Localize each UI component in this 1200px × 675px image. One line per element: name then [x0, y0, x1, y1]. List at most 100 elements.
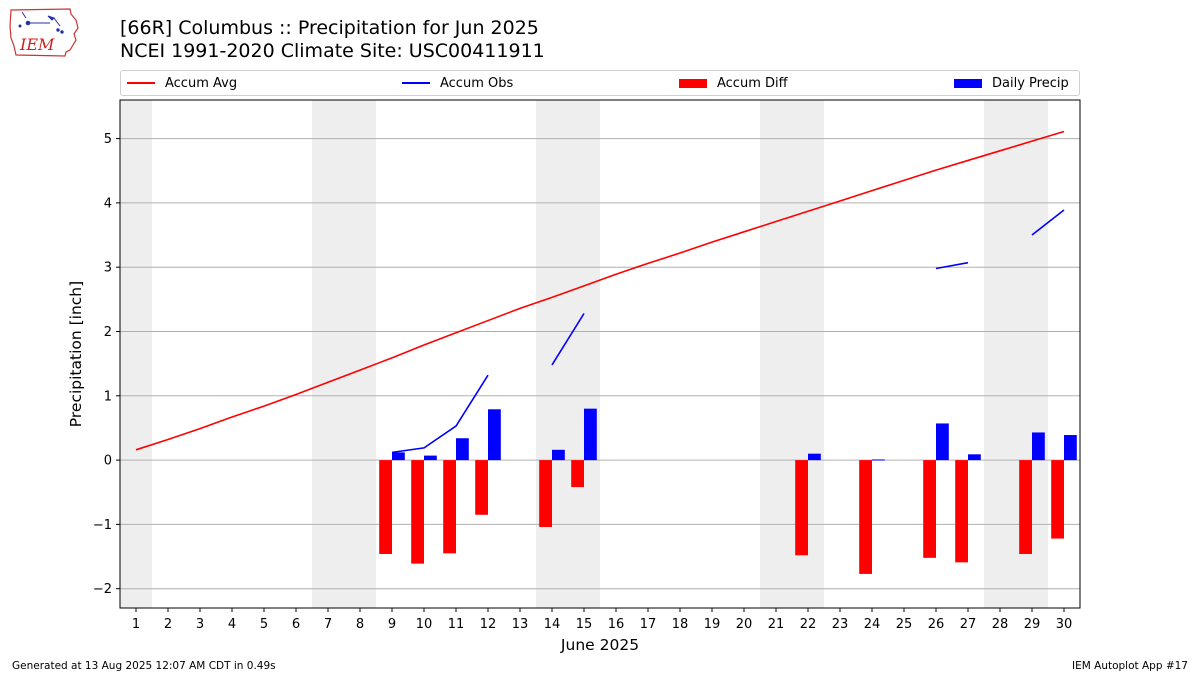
x-tick-label: 14 — [544, 617, 561, 632]
weekend-shade-4 — [984, 100, 1048, 608]
x-tick-label: 11 — [448, 617, 465, 632]
accum-diff-bar — [411, 460, 424, 564]
logo-text: IEM — [19, 35, 55, 54]
y-tick-label: 4 — [104, 196, 112, 211]
x-tick-label: 9 — [388, 617, 396, 632]
x-tick-label: 13 — [512, 617, 529, 632]
y-tick-label: −2 — [93, 582, 112, 597]
x-tick-label: 24 — [864, 617, 881, 632]
weather-station-icon — [18, 11, 64, 34]
accum-obs-line-segment — [391, 374, 489, 454]
y-tick-label: 3 — [104, 261, 112, 276]
x-tick-label: 19 — [704, 617, 721, 632]
x-tick-label: 27 — [960, 617, 977, 632]
accum-avg-line — [135, 130, 1065, 451]
x-tick-label: 16 — [608, 617, 625, 632]
x-tick-label: 29 — [1024, 617, 1041, 632]
daily-precip-bar — [456, 438, 469, 461]
accum-diff-bar — [475, 460, 488, 515]
weekend-shading — [120, 100, 1048, 608]
legend-swatch-accum-diff — [679, 78, 707, 88]
bar-series — [379, 408, 1077, 574]
x-tick-label: 1 — [132, 617, 140, 632]
x-tick-label: 3 — [196, 617, 204, 632]
daily-precip-bar — [424, 455, 437, 461]
iowa-state-outline — [9, 8, 79, 57]
x-tick-label: 20 — [736, 617, 753, 632]
y-tick-label: 5 — [104, 132, 112, 147]
accum-diff-bar — [795, 460, 808, 556]
legend-label-accum-diff: Accum Diff — [717, 75, 788, 91]
legend-item-accum-obs: Accum Obs — [402, 71, 513, 95]
daily-precip-bar — [872, 459, 885, 461]
daily-precip-bar — [1032, 432, 1045, 461]
y-tick-label: 0 — [104, 454, 112, 469]
accum-diff-bar — [379, 460, 392, 554]
legend-item-accum-avg: Accum Avg — [127, 71, 237, 95]
x-tick-label: 7 — [324, 617, 332, 632]
y-tick-label: −1 — [93, 518, 112, 533]
x-tick-label: 28 — [992, 617, 1009, 632]
accum-diff-bar — [955, 460, 968, 563]
x-tick-label: 10 — [416, 617, 433, 632]
accum-diff-bar — [923, 460, 936, 558]
accum-obs-line-segment — [935, 261, 969, 270]
x-tick-label: 2 — [164, 617, 172, 632]
x-tick-label: 22 — [800, 617, 817, 632]
weekend-shade-3 — [760, 100, 824, 608]
line-series — [135, 130, 1065, 454]
legend-item-accum-diff: Accum Diff — [679, 71, 788, 95]
x-tick-label: 12 — [480, 617, 497, 632]
x-tick-label: 25 — [896, 617, 913, 632]
daily-precip-bar — [1064, 435, 1077, 461]
y-tick-label: 2 — [104, 325, 112, 340]
x-tick-label: 8 — [356, 617, 364, 632]
x-tick-label: 5 — [260, 617, 268, 632]
x-tick-label: 4 — [228, 617, 236, 632]
x-tick-label: 26 — [928, 617, 945, 632]
accum-diff-bar — [859, 460, 872, 574]
grid-lines — [120, 138, 1080, 590]
x-tick-label: 30 — [1056, 617, 1073, 632]
legend-label-daily-precip: Daily Precip — [992, 75, 1069, 91]
daily-precip-bar — [808, 453, 821, 461]
legend-label-accum-avg: Accum Avg — [165, 75, 238, 91]
daily-precip-bar — [392, 452, 405, 461]
accum-diff-bar — [1051, 460, 1064, 539]
chart-title: [66R] Columbus :: Precipitation for Jun … — [120, 17, 539, 39]
iem-logo: IEM — [9, 8, 79, 57]
legend-swatch-accum-obs — [402, 82, 430, 84]
footer-app-id: IEM Autoplot App #17 — [1072, 660, 1188, 672]
chart-legend: Accum Avg Accum Obs Accum Diff Daily Pre… — [120, 70, 1080, 96]
daily-precip-bar — [584, 408, 597, 461]
daily-precip-bar — [488, 409, 501, 461]
x-tick-label: 15 — [576, 617, 593, 632]
daily-precip-bar — [968, 454, 981, 461]
y-tick-label: 1 — [104, 389, 112, 404]
x-tick-label: 6 — [292, 617, 300, 632]
y-axis-label: Precipitation [inch] — [67, 281, 85, 427]
daily-precip-bar — [936, 423, 949, 461]
x-tick-label: 17 — [640, 617, 657, 632]
legend-item-daily-precip: Daily Precip — [954, 71, 1069, 95]
accum-obs-line-segment — [551, 313, 585, 366]
accum-diff-bar — [1019, 460, 1032, 554]
weekend-shade-1 — [312, 100, 376, 608]
x-tick-label: 21 — [768, 617, 785, 632]
weekend-shade-2 — [536, 100, 600, 608]
chart-subtitle: NCEI 1991-2020 Climate Site: USC00411911 — [120, 40, 545, 62]
footer-generated-note: Generated at 13 Aug 2025 12:07 AM CDT in… — [12, 660, 276, 672]
accum-obs-line-segment — [1031, 209, 1065, 236]
x-axis-label: June 2025 — [560, 636, 639, 654]
accum-diff-bar — [539, 460, 552, 527]
accum-diff-bar — [443, 460, 456, 554]
weekend-shade-0 — [120, 100, 152, 608]
legend-swatch-accum-avg — [127, 82, 155, 84]
x-tick-label: 18 — [672, 617, 689, 632]
daily-precip-bar — [552, 449, 565, 461]
x-tick-label: 23 — [832, 617, 849, 632]
accum-diff-bar — [571, 460, 584, 488]
plot-frame — [119, 99, 1081, 609]
